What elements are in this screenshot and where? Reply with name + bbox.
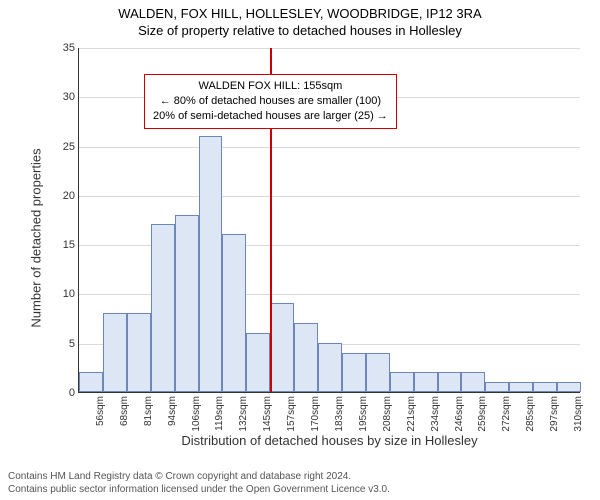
gridline (79, 147, 580, 148)
x-tick-label: 157sqm (286, 396, 297, 432)
x-tick-label: 310sqm (573, 396, 584, 432)
x-tick-label: 56sqm (95, 396, 106, 426)
histogram-bar (366, 353, 390, 392)
histogram-bar (294, 323, 318, 392)
x-tick-label: 132sqm (238, 396, 249, 432)
plot-area: Distribution of detached houses by size … (78, 48, 580, 393)
x-tick-label: 221sqm (406, 396, 417, 432)
x-tick-label: 246sqm (454, 396, 465, 432)
histogram-bar (318, 343, 342, 392)
x-tick-label: 170sqm (310, 396, 321, 432)
footer-line2: Contains public sector information licen… (8, 484, 592, 497)
histogram-bar (557, 382, 581, 392)
histogram-bar (199, 136, 223, 392)
x-tick-label: 234sqm (430, 396, 441, 432)
histogram-bar (270, 303, 294, 392)
gridline (79, 196, 580, 197)
x-tick-label: 183sqm (334, 396, 345, 432)
histogram-bar (414, 372, 438, 392)
y-axis-label: Number of detached properties (29, 148, 44, 327)
footer-attribution: Contains HM Land Registry data © Crown c… (0, 471, 600, 496)
y-tick-label: 35 (49, 42, 79, 54)
y-tick-label: 20 (49, 190, 79, 202)
histogram-bar (485, 382, 509, 392)
footer-line1: Contains HM Land Registry data © Crown c… (8, 471, 592, 484)
y-tick-label: 25 (49, 141, 79, 153)
y-tick-label: 10 (49, 288, 79, 300)
histogram-bar (246, 333, 270, 392)
reference-info-box: WALDEN FOX HILL: 155sqm ← 80% of detache… (144, 74, 397, 129)
histogram-bar (438, 372, 462, 392)
x-tick-label: 145sqm (262, 396, 273, 432)
x-tick-label: 195sqm (358, 396, 369, 432)
title-address: WALDEN, FOX HILL, HOLLESLEY, WOODBRIDGE,… (0, 0, 600, 21)
x-tick-label: 94sqm (167, 396, 178, 426)
x-tick-label: 119sqm (214, 396, 225, 431)
x-tick-label: 297sqm (549, 396, 560, 432)
info-box-line3: 20% of semi-detached houses are larger (… (153, 109, 388, 124)
x-tick-label: 106sqm (191, 396, 202, 432)
y-tick-label: 15 (49, 239, 79, 251)
x-tick-label: 259sqm (477, 396, 488, 432)
x-tick-label: 285sqm (525, 396, 536, 432)
histogram-bar (342, 353, 366, 392)
x-tick-label: 81sqm (143, 396, 154, 426)
histogram-bar (390, 372, 414, 392)
histogram-bar (461, 372, 485, 392)
x-axis-label: Distribution of detached houses by size … (181, 433, 477, 448)
x-tick-label: 208sqm (382, 396, 393, 432)
y-tick-label: 0 (49, 387, 79, 399)
info-box-line2: ← 80% of detached houses are smaller (10… (153, 94, 388, 109)
histogram-bar (79, 372, 103, 392)
x-tick-label: 272sqm (501, 396, 512, 432)
histogram-bar (151, 224, 175, 392)
histogram-bar (103, 313, 127, 392)
x-tick-label: 68sqm (119, 396, 130, 426)
histogram-bar (175, 215, 199, 392)
histogram-bar (509, 382, 533, 392)
histogram-bar (533, 382, 557, 392)
title-subtitle: Size of property relative to detached ho… (0, 21, 600, 38)
y-tick-label: 5 (49, 338, 79, 350)
histogram-chart: Number of detached properties Distributi… (50, 48, 580, 428)
info-box-line1: WALDEN FOX HILL: 155sqm (153, 79, 388, 94)
y-tick-label: 30 (49, 91, 79, 103)
gridline (79, 48, 580, 49)
histogram-bar (127, 313, 151, 392)
histogram-bar (222, 234, 246, 392)
